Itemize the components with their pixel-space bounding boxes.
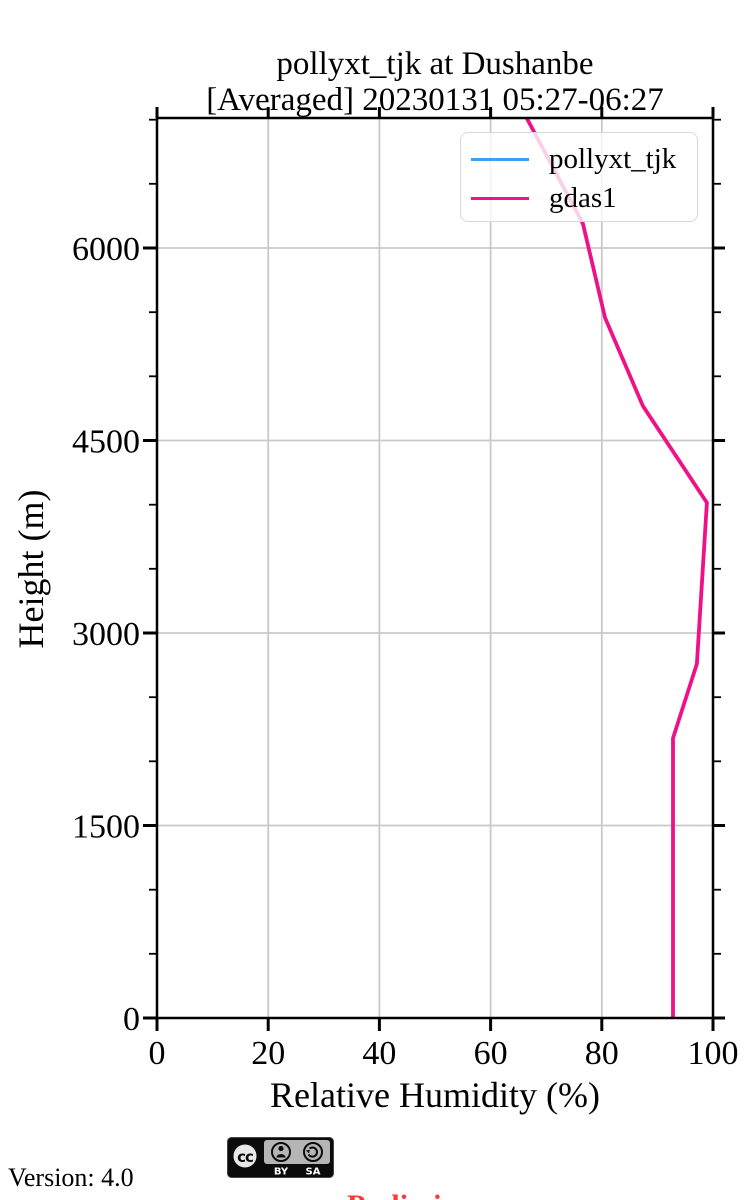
badge-gray-panel bbox=[264, 1140, 330, 1164]
y-tick-label: 3000 bbox=[72, 616, 140, 653]
legend-line-gdas1-icon bbox=[471, 196, 529, 201]
cc-icon: cc bbox=[231, 1142, 259, 1170]
copyright-note: © TROPOS 2024. CC BY SA 4.0 License. bbox=[518, 1158, 723, 1200]
gdas1-line bbox=[525, 117, 709, 1018]
version-note: Version: 4.0 bbox=[8, 1163, 134, 1192]
x-axis-label: Relative Humidity (%) bbox=[270, 1075, 600, 1115]
y-tick-label: 4500 bbox=[72, 424, 140, 461]
preliminary-line1: Preliminary bbox=[347, 1190, 501, 1200]
by-label: BY bbox=[274, 1167, 289, 1178]
x-tick-label: 40 bbox=[362, 1035, 396, 1072]
sa-arrow-icon bbox=[303, 1142, 323, 1162]
chart-title-line1: pollyxt_tjk at Dushanbe bbox=[276, 46, 594, 82]
legend-line-pollyxt-tjk-icon bbox=[471, 157, 529, 162]
x-tick-label: 60 bbox=[474, 1035, 508, 1072]
legend-label-gdas1: gdas1 bbox=[549, 182, 617, 214]
preliminary-note: Preliminary Results. bbox=[347, 1128, 501, 1200]
by-person-icon bbox=[271, 1142, 291, 1162]
sa-label: SA bbox=[306, 1167, 321, 1178]
cc-by-sa-badge: cc BY SA bbox=[227, 1137, 334, 1178]
x-tick-label: 0 bbox=[149, 1035, 166, 1072]
y-tick-label: 1500 bbox=[72, 809, 140, 846]
legend-item-pollyxt-tjk: pollyxt_tjk bbox=[471, 140, 697, 179]
legend-label-pollyxt-tjk: pollyxt_tjk bbox=[549, 143, 677, 175]
calibration-notes: Version: 4.0 wvconst: 3.76 Calibrated?: … bbox=[8, 1113, 168, 1200]
legend-item-gdas1: gdas1 bbox=[471, 179, 697, 218]
y-tick-label: 0 bbox=[123, 1001, 140, 1038]
x-tick-label: 100 bbox=[688, 1035, 739, 1072]
y-axis-label: Height (m) bbox=[11, 489, 51, 649]
y-tick-label: 6000 bbox=[72, 231, 140, 268]
x-tick-label: 80 bbox=[585, 1035, 619, 1072]
plot-border bbox=[155, 116, 715, 1020]
legend: pollyxt_tjk gdas1 bbox=[460, 132, 698, 222]
x-tick-label: 20 bbox=[251, 1035, 285, 1072]
chart-title-line2: [Averaged] 20230131 05:27-06:27 bbox=[206, 82, 664, 118]
svg-text:cc: cc bbox=[237, 1148, 253, 1166]
